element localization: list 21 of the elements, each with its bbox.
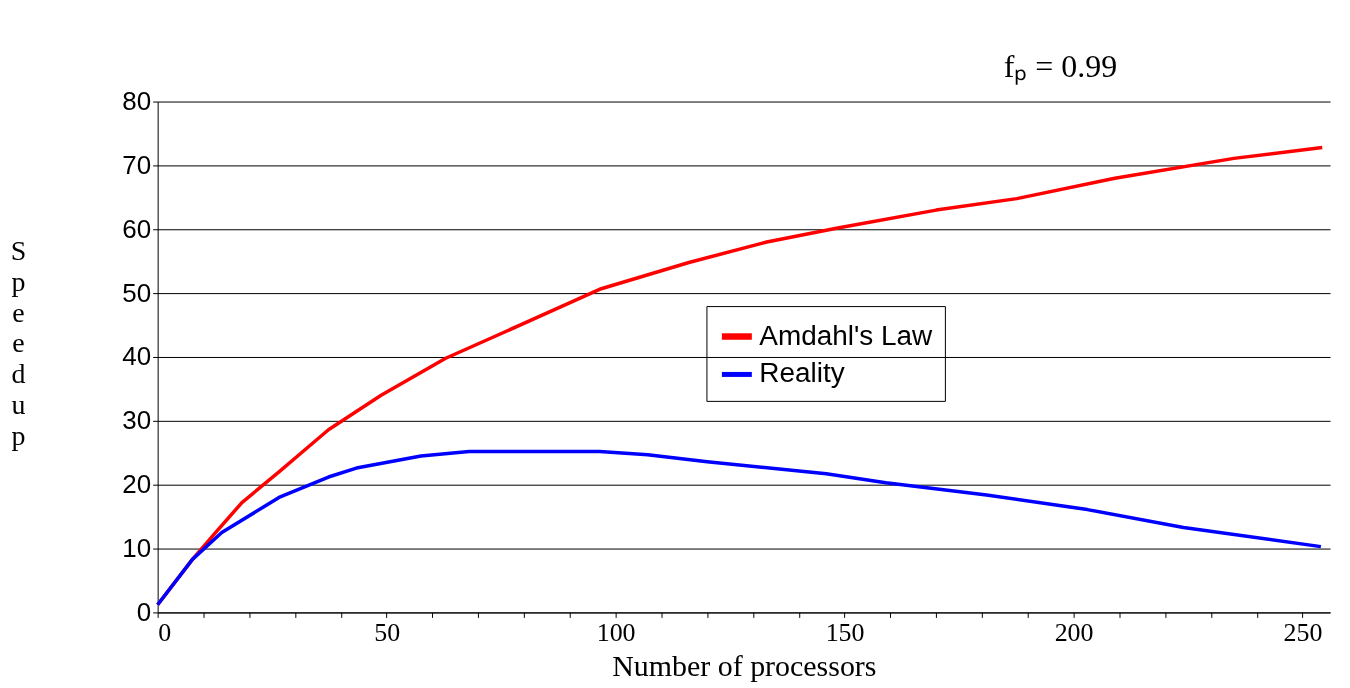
y-tick-label: 80: [122, 87, 152, 116]
x-tick-label: 0: [158, 617, 172, 647]
x-tick-label: 50: [374, 617, 401, 647]
x-tick-label: 250: [1283, 617, 1323, 647]
y-tick-label: 40: [122, 342, 152, 371]
line-series: [155, 449, 1323, 607]
y-tick-label: 60: [122, 214, 152, 243]
y-tick-label: 0: [136, 597, 152, 626]
x-tick-label: 100: [596, 617, 636, 647]
y-tick-label: 10: [122, 534, 152, 563]
y-tick-label: 20: [122, 470, 152, 499]
text: fₚ = 0.99: [1003, 48, 1118, 85]
y-tick-label: 30: [122, 406, 152, 435]
legend-label: Amdahl's Law: [759, 319, 934, 351]
x-tick-label: 150: [825, 617, 865, 647]
x-axis-title: Number of processors: [612, 648, 877, 682]
y-tick-label: 70: [122, 150, 152, 179]
legend-label: Reality: [759, 357, 845, 389]
y-axis-title: Speedup: [10, 234, 27, 452]
x-tick-label: 200: [1054, 617, 1094, 647]
y-tick-label: 50: [122, 278, 152, 307]
